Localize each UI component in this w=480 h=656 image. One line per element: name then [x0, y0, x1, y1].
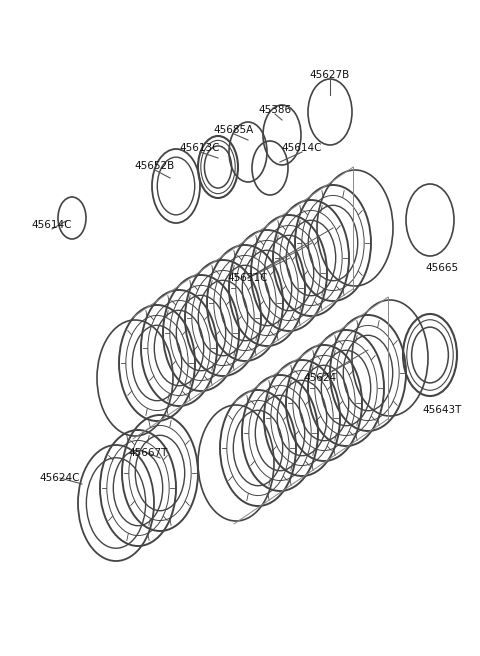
Text: 45624C: 45624C	[40, 473, 80, 483]
Text: 45627B: 45627B	[310, 70, 350, 80]
Text: 45624: 45624	[303, 373, 336, 383]
Text: 45614C: 45614C	[282, 143, 322, 153]
Text: 45614C: 45614C	[32, 220, 72, 230]
Text: 45631C: 45631C	[228, 273, 268, 283]
Text: 45667T: 45667T	[128, 448, 168, 458]
Text: 45386: 45386	[258, 105, 291, 115]
Text: 45665: 45665	[425, 263, 458, 273]
Text: 45685A: 45685A	[214, 125, 254, 135]
Text: 45643T: 45643T	[422, 405, 462, 415]
Text: 45613C: 45613C	[180, 143, 220, 153]
Text: 45652B: 45652B	[135, 161, 175, 171]
